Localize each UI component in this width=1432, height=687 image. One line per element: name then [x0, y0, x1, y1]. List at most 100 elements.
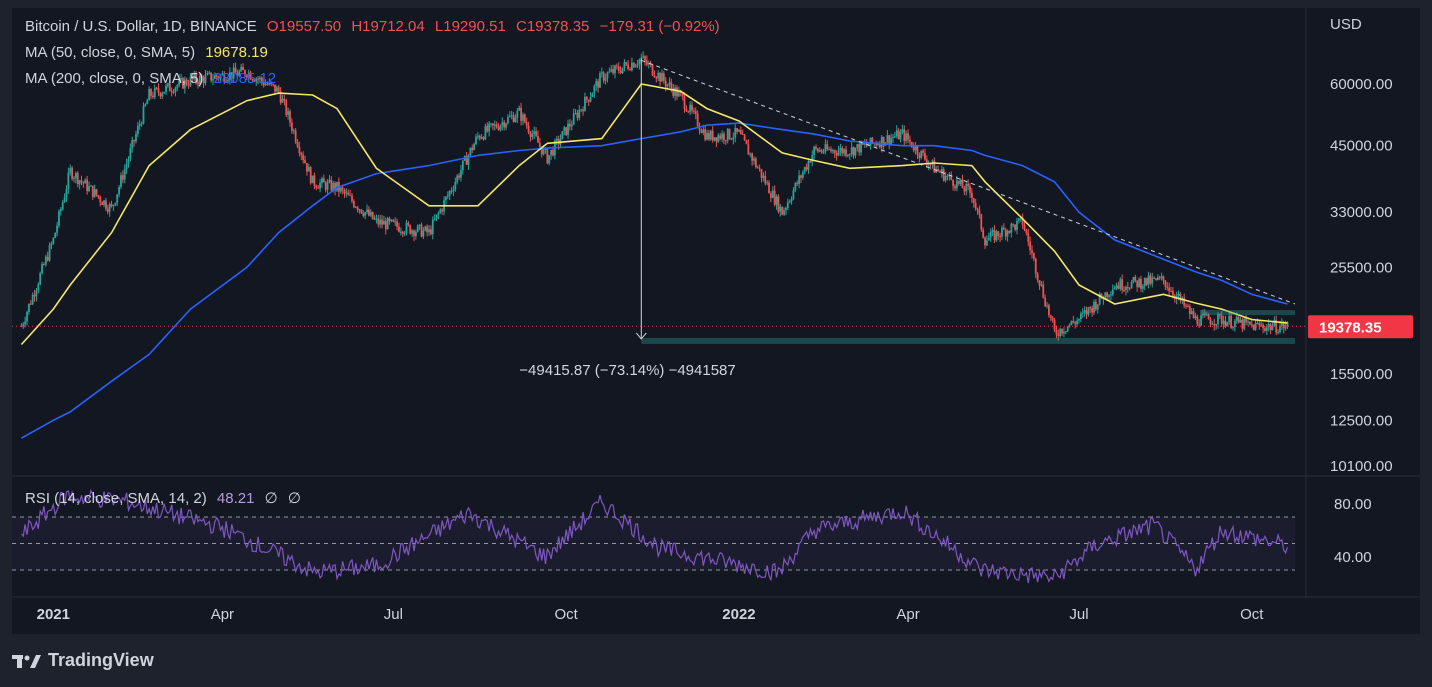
candle-body	[307, 167, 310, 172]
rsi-legend[interactable]: RSI (14, close, SMA, 14, 2) 48.21 ∅ ∅	[25, 489, 307, 507]
candle-body	[482, 137, 485, 140]
candle-body	[689, 104, 692, 112]
candle-body	[803, 167, 806, 173]
candle-body	[1023, 224, 1026, 231]
candle-body	[471, 147, 474, 151]
candle-body	[890, 137, 893, 145]
candle-body	[99, 196, 102, 203]
candle-body	[816, 148, 819, 152]
candle-body	[1008, 230, 1011, 233]
candle-body	[854, 147, 857, 156]
candle-body	[108, 204, 111, 212]
candle-body	[386, 218, 389, 230]
rsi-line	[20, 488, 1289, 584]
chart-panel[interactable]: −49415.87 (−73.14%) −4941587 60000.00 4500…	[12, 8, 1420, 634]
candle-body	[245, 75, 248, 78]
candle-body	[839, 147, 842, 152]
candle-body	[446, 195, 449, 197]
tradingview-logo[interactable]: TradingView	[12, 650, 154, 671]
candle-body	[809, 161, 812, 163]
candle-body	[589, 97, 592, 102]
candle-body	[1100, 293, 1103, 299]
candle-body	[253, 79, 256, 82]
price-axis-label: 33000.00	[1330, 204, 1393, 221]
candle-body	[71, 167, 74, 179]
candle-body	[728, 128, 731, 139]
candle-body	[922, 150, 924, 153]
candle-body	[172, 91, 175, 93]
candle-body	[430, 229, 432, 235]
candle-body	[1038, 280, 1041, 286]
chart-canvas[interactable]: −49415.87 (−73.14%) −4941587 60000.00 4500…	[12, 8, 1420, 634]
candle-body	[653, 75, 656, 78]
candle-body	[1061, 328, 1063, 334]
candle-body	[903, 129, 906, 141]
candle-body	[555, 138, 558, 141]
symbol-title[interactable]: Bitcoin / U.S. Dollar, 1D, BINANCE	[25, 18, 257, 35]
ma200-legend[interactable]: MA (200, close, 0, SMA, 5) 28085.12	[25, 70, 282, 87]
candle-body	[822, 151, 825, 153]
candles	[20, 51, 1289, 341]
candle-body	[1205, 314, 1208, 316]
candle-body	[165, 85, 167, 92]
candle-body	[1093, 301, 1095, 313]
support-zone	[641, 337, 1295, 344]
candle-body	[67, 172, 70, 190]
candle-body	[178, 79, 181, 86]
ma50-legend[interactable]: MA (50, close, 0, SMA, 5) 19678.19	[25, 44, 274, 61]
candle-body	[28, 303, 30, 312]
candle-body	[182, 78, 184, 89]
candle-body	[599, 73, 601, 88]
candle-body	[749, 153, 752, 155]
candle-body	[869, 137, 872, 146]
candle-body	[221, 73, 224, 75]
candle-body	[153, 87, 156, 98]
candle-body	[339, 187, 342, 192]
candle-body	[646, 60, 648, 65]
candle-body	[247, 72, 250, 78]
candle-body	[858, 144, 861, 153]
candle-body	[1098, 293, 1101, 305]
candle-body	[756, 167, 759, 169]
candle-body	[460, 170, 462, 178]
measure-label: −49415.87 (−73.14%) −4941587	[519, 362, 735, 379]
candle-body	[82, 181, 85, 184]
candle-body	[1183, 297, 1186, 306]
candle-body	[1235, 316, 1238, 321]
candle-body	[403, 232, 406, 234]
candle-body	[1177, 293, 1180, 296]
candle-body	[833, 150, 836, 154]
candle-body	[661, 73, 663, 82]
candle-body	[672, 88, 675, 96]
candle-body	[940, 169, 943, 173]
candle-body	[59, 209, 62, 212]
candle-body	[86, 179, 89, 191]
candle-body	[863, 143, 866, 145]
candle-body	[1096, 304, 1099, 310]
candle-body	[31, 294, 34, 305]
candle-body	[1141, 286, 1144, 289]
candle-body	[1279, 326, 1281, 332]
candle-body	[523, 114, 526, 123]
measure-arrow-icon	[635, 332, 647, 340]
candle-body	[1209, 319, 1212, 325]
candle-body	[1160, 276, 1163, 278]
candle-body	[841, 147, 844, 154]
candle-body	[1171, 291, 1174, 296]
candle-body	[1006, 230, 1009, 237]
candle-body	[240, 66, 243, 72]
candle-body	[197, 81, 199, 85]
candle-body	[713, 137, 716, 141]
candle-body	[163, 91, 166, 94]
candle-body	[567, 123, 569, 136]
candle-body	[1262, 324, 1264, 329]
candle-body	[723, 133, 725, 141]
candle-body	[1233, 320, 1236, 328]
candle-body	[1106, 292, 1109, 297]
candle-body	[1232, 327, 1234, 329]
candle-body	[753, 158, 755, 161]
candle-body	[1215, 323, 1218, 326]
candle-body	[918, 154, 921, 159]
candle-body	[1170, 291, 1172, 293]
